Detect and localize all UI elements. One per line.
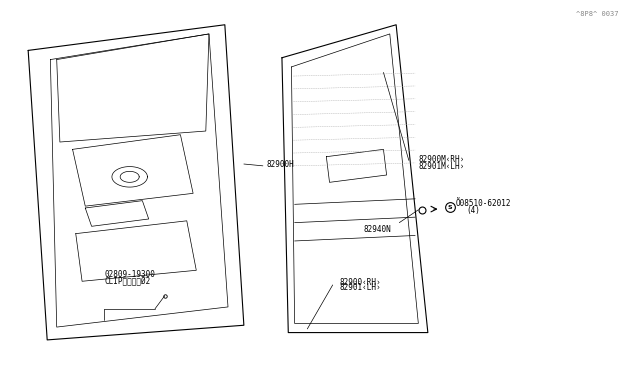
Text: ^8P8^ 0037: ^8P8^ 0037 [576, 12, 618, 17]
Text: Õ08510-62012: Õ08510-62012 [456, 199, 511, 208]
Text: 82901‹LH›: 82901‹LH› [339, 283, 381, 292]
Text: 82900H: 82900H [266, 160, 294, 169]
Text: 82901M‹LH›: 82901M‹LH› [419, 163, 465, 171]
Text: 82900M‹RH›: 82900M‹RH› [419, 155, 465, 164]
Text: 82900‹RH›: 82900‹RH› [339, 278, 381, 286]
Text: CLIPクリップØ2: CLIPクリップØ2 [104, 276, 150, 285]
Text: 82940N: 82940N [363, 225, 391, 234]
Text: 02809-19300: 02809-19300 [104, 270, 155, 279]
Text: (4): (4) [466, 206, 480, 215]
Text: S: S [448, 205, 452, 210]
